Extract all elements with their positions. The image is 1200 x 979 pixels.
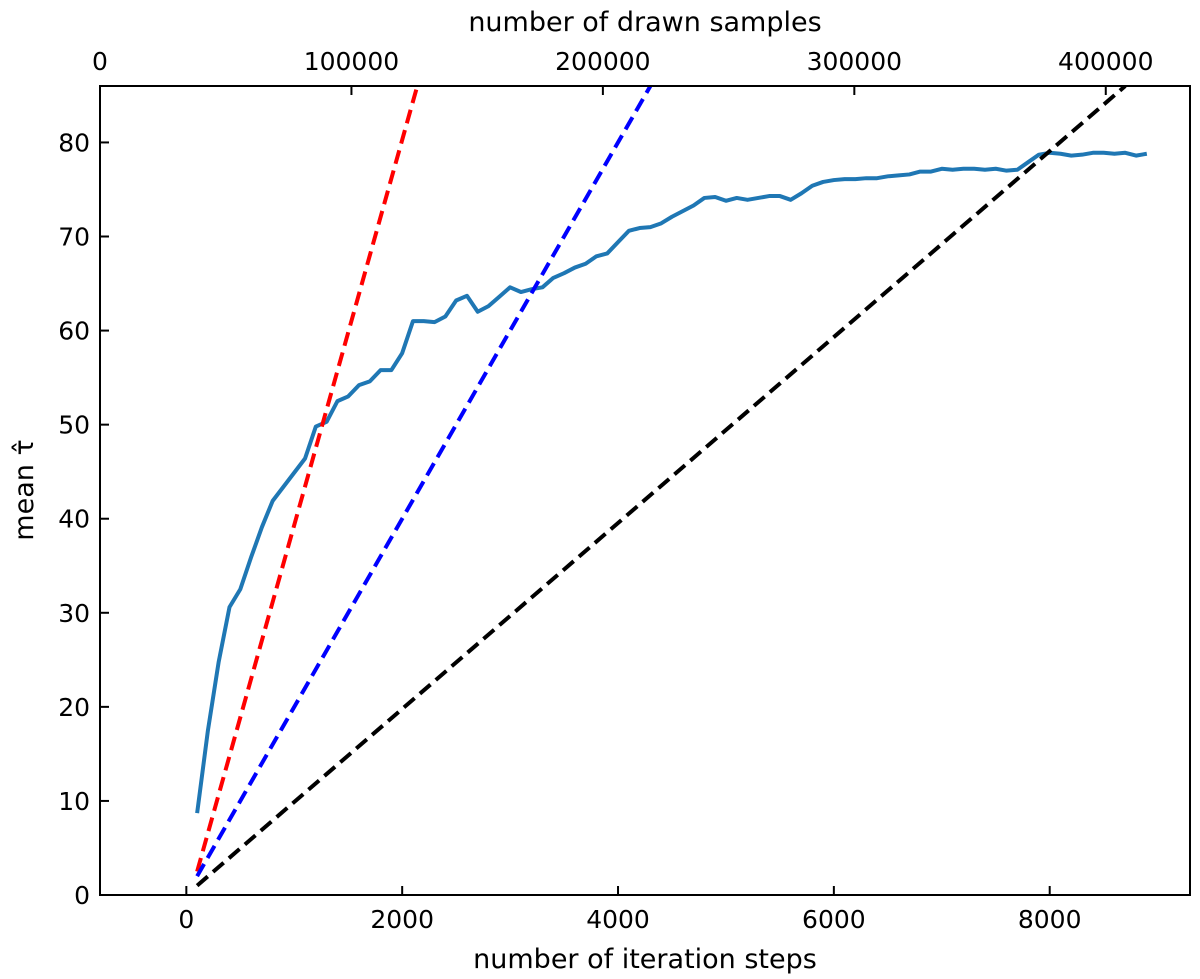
x-tick-label: 6000 bbox=[802, 905, 866, 934]
y-tick-label: 0 bbox=[74, 881, 90, 910]
y-tick-label: 60 bbox=[58, 317, 90, 346]
series-red-dashed bbox=[195, 86, 420, 873]
y-axis-title: mean τ̂ bbox=[9, 439, 40, 540]
y-tick-label: 10 bbox=[58, 787, 90, 816]
y-tick-label: 40 bbox=[58, 505, 90, 534]
x2-tick-label: 0 bbox=[92, 47, 108, 76]
y-tick-label: 80 bbox=[58, 128, 90, 157]
x-tick-label: 2000 bbox=[370, 905, 434, 934]
y-tick-label: 30 bbox=[58, 599, 90, 628]
x2-tick-label: 100000 bbox=[304, 47, 399, 76]
x2-tick-label: 200000 bbox=[555, 47, 650, 76]
y-tick-label: 20 bbox=[58, 693, 90, 722]
x2-tick-label: 300000 bbox=[807, 47, 902, 76]
x2-tick-label: 400000 bbox=[1058, 47, 1153, 76]
x-tick-label: 8000 bbox=[1018, 905, 1082, 934]
x-tick-label: 0 bbox=[178, 905, 194, 934]
y-tick-label: 50 bbox=[58, 411, 90, 440]
series-black-dashed bbox=[195, 86, 1127, 888]
x2-axis-title: number of drawn samples bbox=[468, 7, 821, 38]
series-blue-dashed bbox=[195, 86, 653, 878]
x-tick-label: 4000 bbox=[586, 905, 650, 934]
ticks-layer: 0 2000 4000 6000 8000 0 100000 200000 300000 4000… bbox=[58, 47, 1153, 934]
series-layer bbox=[195, 86, 1148, 888]
y-tick-label: 70 bbox=[58, 223, 90, 252]
series-tau-line bbox=[195, 150, 1148, 814]
x-axis-title: number of iteration steps bbox=[473, 944, 817, 975]
plot-frame bbox=[99, 85, 1191, 896]
